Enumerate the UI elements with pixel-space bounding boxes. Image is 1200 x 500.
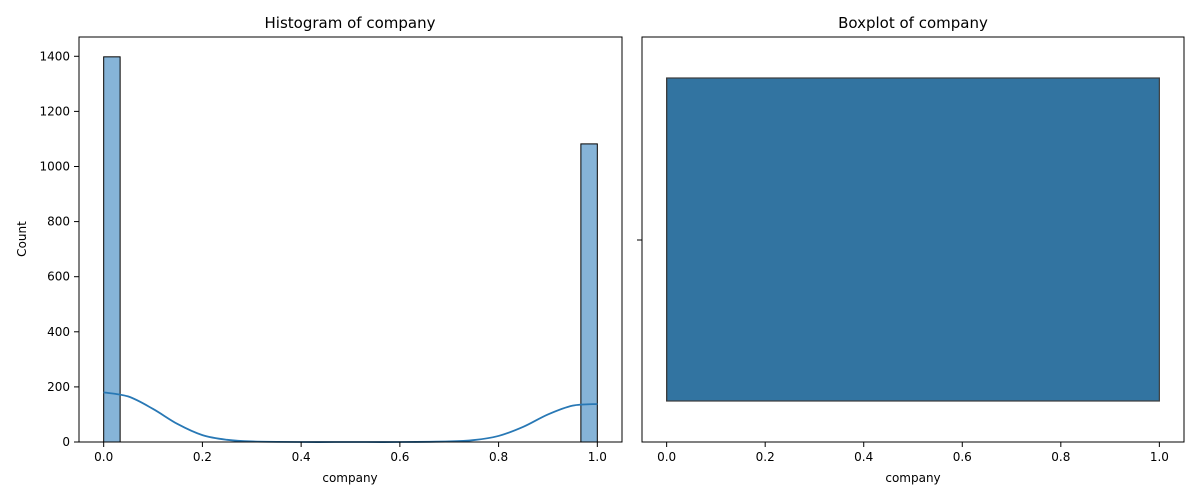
boxplot-box [666, 77, 1160, 402]
histogram-x-tick-label-2: 0.4 [292, 450, 311, 464]
histogram-bar-1 [580, 143, 598, 443]
histogram-y-tick-label-0: 0 [62, 435, 70, 449]
boxplot-x-tick-label-1: 0.2 [756, 450, 775, 464]
histogram-y-ticks: 0 200 400 600 800 1000 1200 1400 [39, 49, 79, 449]
histogram-y-tick-label-4: 800 [47, 215, 70, 229]
histogram-title: Histogram of company [265, 14, 436, 32]
boxplot-x-tick-label-2: 0.4 [854, 450, 873, 464]
histogram-bars [103, 56, 598, 443]
histogram-x-tick-label-5: 1.0 [588, 450, 607, 464]
boxplot-title: Boxplot of company [838, 14, 988, 32]
boxplot-x-ticks: 0.0 0.2 0.4 0.6 0.8 1.0 [657, 442, 1169, 464]
histogram-x-ticks: 0.0 0.2 0.4 0.6 0.8 1.0 [94, 442, 607, 464]
histogram-bar-0 [103, 56, 121, 443]
histogram-y-tick-label-1: 200 [47, 380, 70, 394]
histogram-x-label: company [322, 471, 377, 485]
boxplot-panel: Boxplot of company 0.0 0.2 0.4 0.6 0.8 1.0 co… [637, 14, 1185, 485]
kde-curve [103, 391, 598, 443]
histogram-y-tick-label-2: 400 [47, 325, 70, 339]
histogram-y-tick-label-5: 1000 [39, 159, 70, 173]
histogram-x-tick-label-4: 0.8 [489, 450, 508, 464]
boxplot-x-tick-label-5: 1.0 [1150, 450, 1169, 464]
histogram-x-tick-label-1: 0.2 [193, 450, 212, 464]
histogram-plot-frame [78, 36, 623, 443]
boxplot-x-tick-label-3: 0.6 [953, 450, 972, 464]
histogram-x-tick-label-3: 0.6 [390, 450, 409, 464]
histogram-panel: Histogram of company 0.0 0.2 0.4 0.6 0.8 1.0 … [15, 14, 623, 485]
histogram-y-tick-label-6: 1200 [39, 104, 70, 118]
histogram-y-tick-label-7: 1400 [39, 49, 70, 63]
boxplot-x-tick-label-0: 0.0 [657, 450, 676, 464]
histogram-y-tick-label-3: 600 [47, 270, 70, 284]
histogram-x-tick-label-0: 0.0 [94, 450, 113, 464]
histogram-y-label: Count [15, 221, 29, 257]
boxplot-x-label: company [885, 471, 940, 485]
boxplot-x-tick-label-4: 0.8 [1051, 450, 1070, 464]
